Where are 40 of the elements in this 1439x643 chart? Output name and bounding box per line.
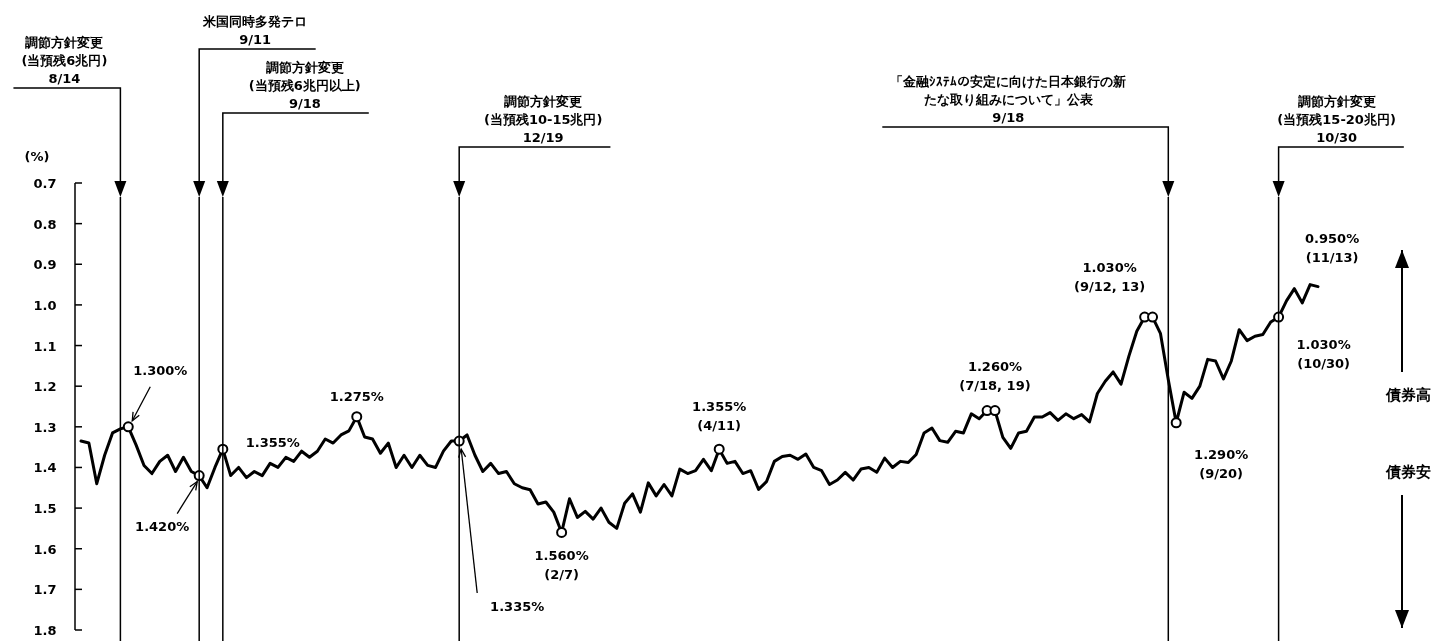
y-tick-label: 0.7 [33, 175, 57, 191]
text: 債券安 [1384, 463, 1431, 481]
point [351, 411, 363, 423]
point [989, 405, 1001, 417]
annotation: 1.030% (9/12, 13) [1074, 260, 1146, 295]
y-tick-label: 1.8 [33, 622, 57, 638]
annotation: 1.030% (10/30) [1296, 337, 1351, 372]
annotation: 1.335% [490, 599, 545, 615]
text: 調節方針変更 (当預残10-15兆円) 12/19 [483, 94, 603, 145]
y-axis-title: (%) [24, 149, 50, 164]
annotation: 1.275% [329, 388, 384, 404]
y-tick-label: 1.2 [33, 378, 57, 394]
point [122, 421, 134, 433]
text: 調節方針変更 (当預残15-20兆円) 10/30 [1277, 94, 1396, 145]
y-tick-label: 1.7 [33, 581, 57, 597]
text: 債券高 [1384, 386, 1431, 404]
annotation: 1.355% (4/11) [692, 399, 747, 434]
y-tick-label: 1.4 [33, 459, 57, 475]
y-tick-label: 1.3 [33, 419, 57, 435]
point [713, 443, 725, 455]
annotation: 1.355% [245, 435, 300, 451]
text: 調節方針変更 (当預残6兆円以上) 9/18 [248, 60, 361, 111]
y-tick-label: 1.1 [33, 338, 57, 354]
annotation: 0.950% (11/13) [1305, 230, 1360, 265]
y-tick-label: 1.0 [33, 297, 57, 313]
annotation: 1.420% [135, 518, 190, 534]
text: 「金融ｼｽﾃﾑの安定に向けた日本銀行の新たな取り組みについて」公表 9/18 [890, 74, 1127, 125]
annotation: 1.560% (2/7) [534, 548, 589, 583]
point [1147, 311, 1159, 323]
annotation: 1.290% (9/20) [1194, 446, 1249, 481]
y-tick-label: 0.8 [33, 216, 57, 232]
y-tick-label: 1.6 [33, 541, 57, 557]
annotation: 1.300% [133, 362, 188, 378]
text: 調節方針変更 (当預残6兆円) 8/14 [21, 35, 108, 86]
y-tick-label: 1.5 [33, 500, 57, 516]
text: 米国同時多発テロ 9/11 [202, 14, 308, 47]
annotation: 1.260% (7/18, 19) [959, 358, 1031, 393]
y-tick-label: 0.9 [33, 256, 57, 272]
point [1170, 417, 1182, 429]
point [556, 526, 568, 538]
